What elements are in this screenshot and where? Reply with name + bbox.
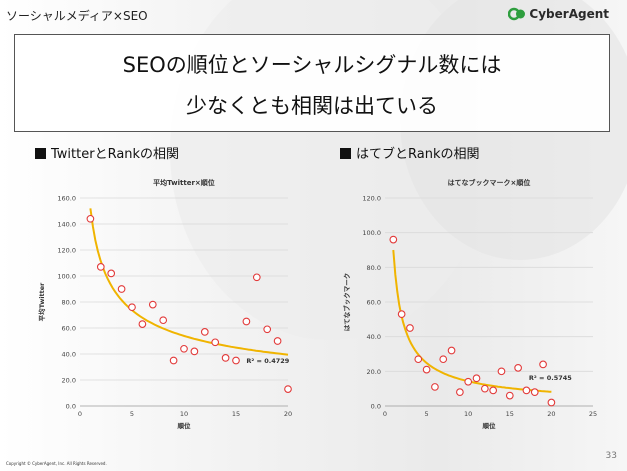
data-point	[284, 385, 292, 393]
twitter-rank-chart: 平均Twitter×順位 0.0 20.0 40.0 60.0 80.0 100.0 120.…	[37, 178, 292, 430]
slide-category-label: ソーシャルメディア×SEO	[6, 9, 148, 23]
data-point	[273, 337, 282, 345]
data-point	[456, 388, 464, 396]
section-heading-twitter-text: TwitterとRankの相関	[51, 147, 180, 162]
y-tick-label: 40.0	[367, 333, 381, 341]
data-point	[522, 386, 531, 395]
y-tick-label: 20.0	[62, 377, 76, 385]
slide-title-line-2: 少なくとも相関は出ている	[186, 94, 438, 118]
y-tick-label: 40.0	[62, 351, 76, 359]
data-point	[514, 364, 522, 372]
data-point	[406, 324, 414, 332]
data-point	[107, 269, 116, 278]
y-tick-label: 80.0	[367, 264, 381, 272]
x-axis-label: 順位	[482, 421, 497, 430]
x-tick-label: 0	[78, 410, 82, 418]
y-tick-label: 60.0	[367, 299, 381, 307]
x-tick-label: 25	[589, 410, 597, 418]
data-point	[547, 398, 556, 407]
data-point	[480, 384, 489, 393]
y-tick-label: 160.0	[57, 195, 76, 203]
x-tick-label: 5	[425, 410, 429, 418]
y-tick-label: 140.0	[57, 221, 76, 229]
data-point	[530, 388, 539, 396]
x-tick-label: 0	[383, 410, 387, 418]
data-point	[148, 300, 157, 309]
data-point	[263, 325, 272, 334]
data-point	[221, 354, 230, 362]
data-point	[138, 320, 147, 328]
square-bullet-icon	[35, 148, 46, 159]
data-point	[252, 273, 261, 282]
section-heading-twitter: TwitterとRankの相関	[35, 143, 179, 162]
square-bullet-icon	[340, 148, 351, 159]
y-tick-label: 120.0	[57, 247, 76, 255]
data-point	[397, 310, 406, 318]
logo-text: CyberAgent	[529, 7, 609, 21]
y-axis-label: 平均Twitter	[37, 282, 46, 322]
data-point	[190, 347, 199, 356]
data-point	[505, 391, 514, 400]
data-point	[180, 344, 188, 353]
data-point	[86, 214, 95, 223]
x-tick-label: 15	[506, 410, 514, 418]
data-point	[447, 346, 456, 355]
data-point	[200, 328, 209, 336]
hatebu-rank-chart: はてなブックマーク×順位 0.0 20.0 40.0 60.0 80.0 100.0 120.…	[342, 178, 597, 430]
slide-title-line-1: SEOの順位とソーシャルシグナル数には	[122, 53, 502, 77]
y-tick-label: 20.0	[367, 368, 381, 376]
chart-title: はてなブックマーク×順位	[448, 178, 531, 187]
x-tick-label: 10	[180, 410, 188, 418]
x-tick-label: 20	[284, 410, 292, 418]
chart-title: 平均Twitter×順位	[153, 178, 215, 187]
r-squared-label: R² = 0.5745	[529, 374, 572, 382]
data-point	[232, 356, 240, 365]
section-heading-hatebu-text: はてブとRankの相関	[356, 147, 480, 162]
y-tick-label: 0.0	[66, 403, 76, 411]
company-logo: CyberAgent	[508, 7, 609, 21]
data-point	[128, 303, 136, 312]
data-point	[489, 386, 498, 395]
y-axis-label: はてなブックマーク	[342, 273, 351, 332]
x-axis-label: 順位	[177, 421, 192, 430]
data-point	[414, 355, 423, 364]
data-point	[472, 374, 481, 383]
data-point	[242, 317, 251, 326]
data-point	[439, 355, 448, 364]
x-tick-label: 15	[232, 410, 240, 418]
y-tick-label: 120.0	[362, 195, 381, 203]
x-tick-label: 5	[130, 410, 134, 418]
data-point	[211, 338, 220, 347]
data-point	[389, 235, 398, 244]
r-squared-label: R² = 0.4729	[246, 357, 289, 365]
y-tick-label: 0.0	[371, 403, 381, 411]
y-tick-label: 60.0	[62, 325, 76, 333]
page-number: 33	[605, 451, 617, 461]
data-point	[422, 365, 431, 374]
data-point	[464, 377, 473, 386]
data-point	[159, 316, 168, 325]
trendline	[392, 249, 552, 393]
copyright-text: Copyright © CyberAgent, Inc. All Rights …	[6, 461, 107, 466]
trendline	[89, 208, 289, 356]
data-point	[169, 356, 178, 365]
data-point	[539, 360, 547, 369]
x-tick-label: 10	[464, 410, 472, 418]
title-box: SEOの順位とソーシャルシグナル数には 少なくとも相関は出ている	[14, 34, 610, 132]
data-point	[497, 367, 506, 376]
cyberagent-logo-icon	[508, 7, 526, 21]
y-tick-label: 100.0	[57, 273, 76, 281]
data-point	[117, 285, 126, 293]
data-point	[431, 383, 439, 391]
x-tick-label: 20	[547, 410, 555, 418]
y-tick-label: 80.0	[62, 299, 76, 307]
y-tick-label: 100.0	[362, 229, 381, 237]
section-heading-hatebu: はてブとRankの相関	[340, 143, 479, 162]
data-point	[96, 263, 105, 271]
